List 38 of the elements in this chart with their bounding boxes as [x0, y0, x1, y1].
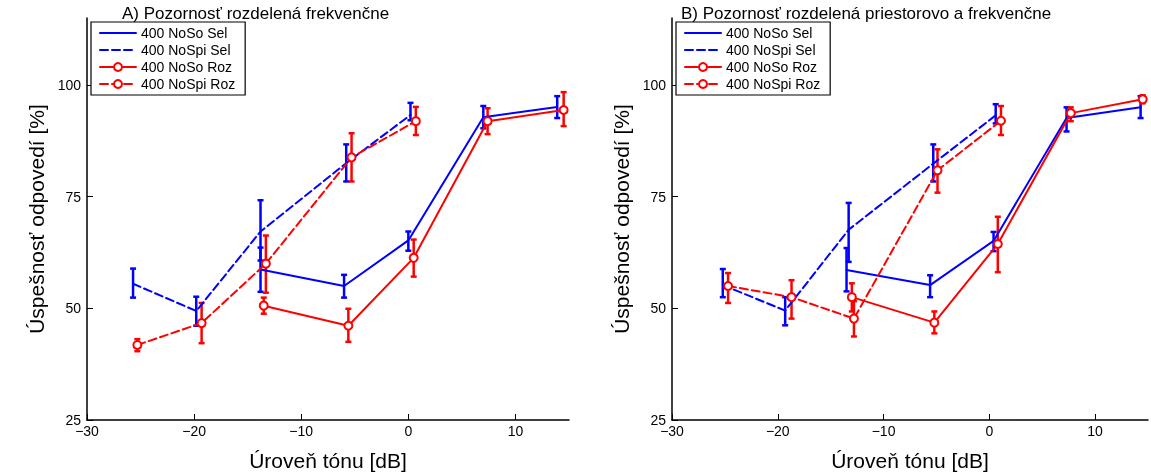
y-tick-label: 50 — [650, 300, 667, 317]
point — [932, 165, 943, 176]
y-tick-label: 100 — [57, 77, 82, 93]
chart-title: B) Pozornosť rozdelená priestorovo a frekvenčne — [681, 4, 1052, 23]
point — [723, 281, 734, 291]
y-axis-title: Úspešnosť odpovedí [%] — [609, 104, 633, 334]
x-axis-title: Úroveň tónu [dB] — [249, 449, 407, 472]
x-tick-label: −20 — [765, 423, 790, 439]
x-tick-label: 0 — [985, 423, 994, 439]
y-tick-label: 25 — [650, 412, 667, 428]
chart-title: A) Pozornosť rozdelená frekvenčne — [122, 4, 390, 23]
x-tick-label: −10 — [289, 423, 314, 439]
point — [258, 300, 269, 311]
legend-label: 400 NoSo Roz — [141, 59, 233, 75]
x-tick-label: 10 — [1087, 423, 1104, 439]
point — [929, 317, 940, 328]
x-tick-label: 10 — [507, 423, 524, 439]
x-axis-title: Úroveň tónu [dB] — [831, 449, 989, 472]
y-tick-label: 25 — [65, 412, 82, 428]
y-tick-label: 100 — [642, 77, 667, 93]
y-tick-label: 75 — [650, 188, 667, 205]
x-tick-label: −20 — [182, 423, 207, 439]
legend-label: 400 NoSpi Roz — [141, 76, 236, 92]
point — [346, 152, 357, 163]
point — [558, 105, 569, 116]
point — [786, 292, 797, 303]
y-axis-title: Úspešnosť odpovedí [%] — [24, 104, 48, 334]
legend-label: 400 NoSpi Sel — [726, 42, 816, 58]
legend-label: 400 NoSpi Roz — [726, 76, 821, 92]
legend-label: 400 NoSo Sel — [141, 25, 228, 41]
y-tick-label: 75 — [65, 188, 82, 205]
x-tick-label: −10 — [871, 423, 896, 439]
point — [343, 320, 354, 331]
y-tick-label: 50 — [65, 300, 82, 317]
x-tick-label: 0 — [404, 423, 413, 439]
legend-label: 400 NoSo Sel — [726, 25, 813, 41]
legend-label: 400 NoSpi Sel — [141, 42, 231, 58]
legend-label: 400 NoSo Roz — [726, 59, 818, 75]
